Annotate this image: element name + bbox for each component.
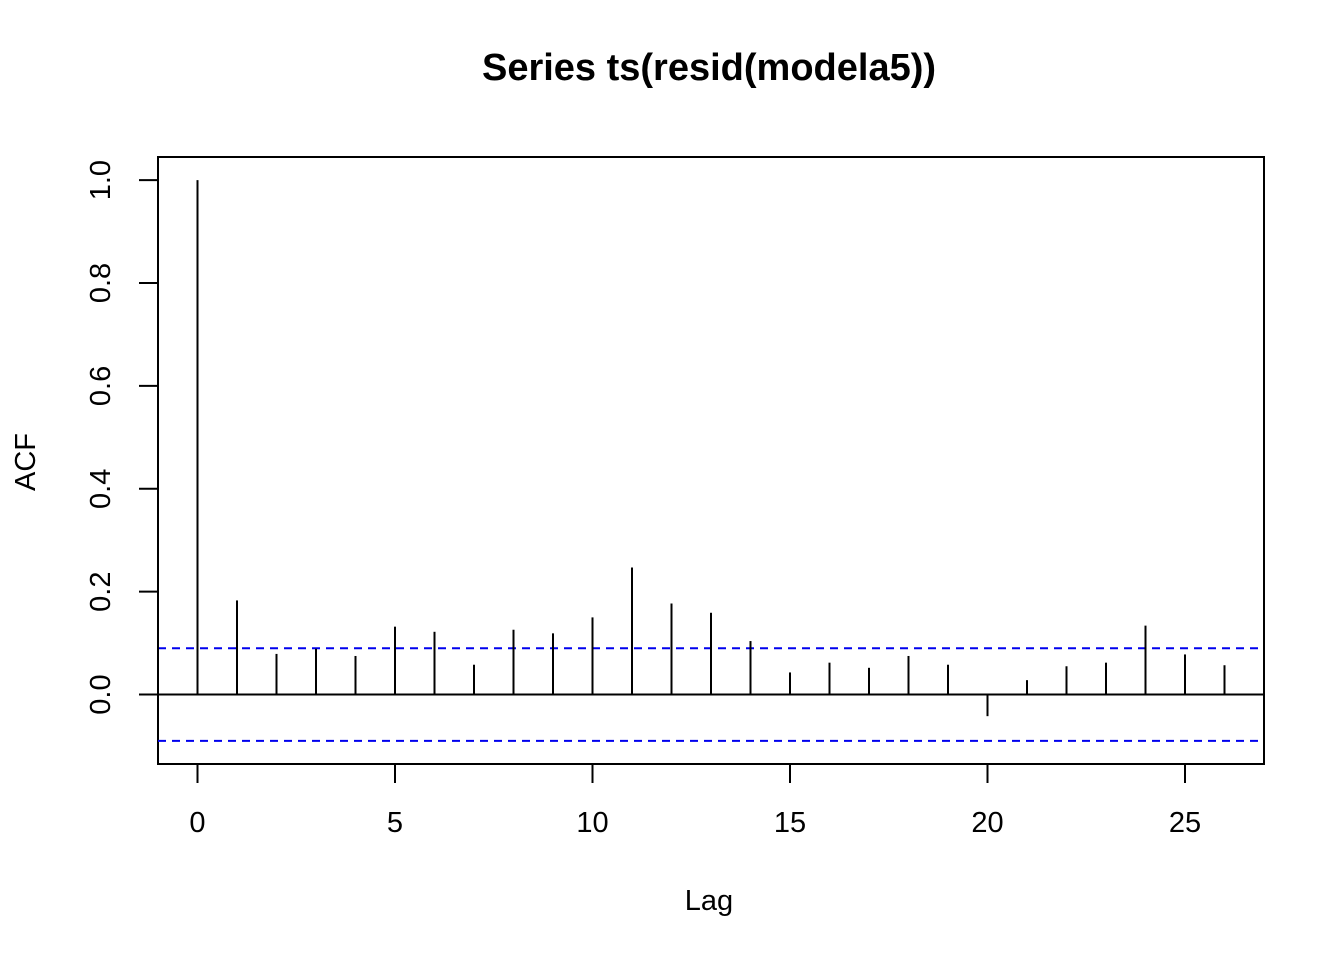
x-tick-label-5: 5 <box>387 807 403 839</box>
x-tick-label-0: 0 <box>189 807 205 839</box>
x-tick-label-20: 20 <box>971 807 1003 839</box>
x-tick-label-15: 15 <box>774 807 806 839</box>
acf-stems <box>196 180 1226 717</box>
y-tick-label-1.0: 1.0 <box>85 160 117 200</box>
y-tick-label-0.8: 0.8 <box>85 263 117 303</box>
y-axis: 0.0 0.2 0.4 0.6 0.8 1.0 <box>85 160 159 715</box>
x-axis-label: Lag <box>685 885 733 917</box>
y-tick-label-0.2: 0.2 <box>85 572 117 612</box>
y-tick-label-0.0: 0.0 <box>85 674 117 714</box>
chart-title: Series ts(resid(modela5)) <box>482 47 936 89</box>
y-axis-label: ACF <box>10 433 42 491</box>
y-tick-label-0.6: 0.6 <box>85 366 117 406</box>
y-tick-label-0.4: 0.4 <box>85 469 117 509</box>
x-tick-label-10: 10 <box>576 807 608 839</box>
x-axis: 0 5 10 15 20 25 <box>189 763 1201 839</box>
x-tick-label-25: 25 <box>1169 807 1201 839</box>
